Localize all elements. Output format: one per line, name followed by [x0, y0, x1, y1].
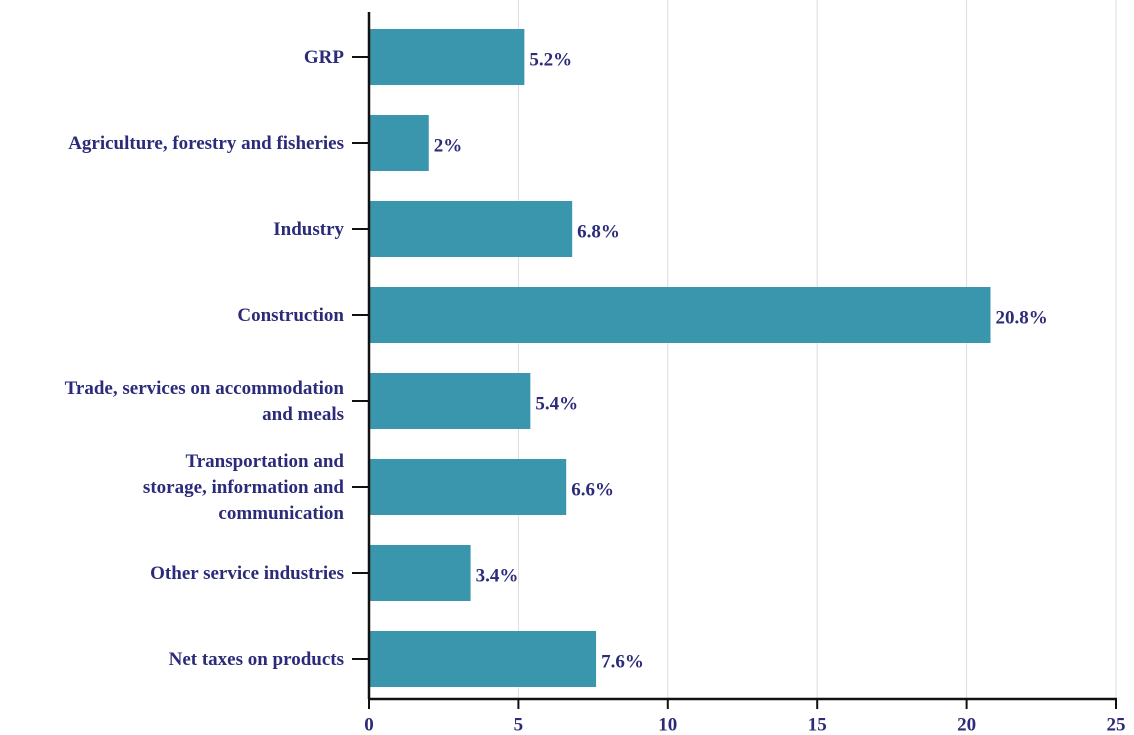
bar-4	[369, 373, 531, 429]
bar-layer	[369, 29, 991, 687]
x-tick-label-5: 5	[514, 715, 524, 735]
grid-layer	[517, 0, 1117, 699]
value-label-3: 20.8%	[996, 308, 1048, 329]
category-label-1: Agriculture, forestry and fisheries	[68, 133, 344, 154]
value-label-0: 5.2%	[529, 50, 572, 71]
value-label-6: 3.4%	[476, 566, 519, 587]
category-label-6: Other service industries	[150, 563, 344, 584]
bar-2	[369, 201, 573, 257]
bar-3	[369, 287, 991, 343]
value-label-7: 7.6%	[601, 652, 644, 673]
x-tick-label-20: 20	[957, 715, 976, 735]
value-label-1: 2%	[434, 136, 463, 157]
bar-1	[369, 115, 429, 171]
axis-layer	[352, 12, 1117, 709]
x-tick-label-25: 25	[1107, 715, 1126, 735]
x-tick-label-15: 15	[808, 715, 827, 735]
category-label-3: Construction	[237, 305, 344, 326]
bar-6	[369, 545, 471, 601]
category-label-5: Transportation and storage, information a…	[143, 451, 345, 524]
category-label-7: Net taxes on products	[169, 649, 344, 670]
x-tick-label-0: 0	[364, 715, 374, 735]
bar-0	[369, 29, 525, 85]
category-label-2: Industry	[273, 219, 344, 240]
category-label-4: Trade, services on accommodation and meal…	[65, 378, 345, 425]
label-layer: GRP 5.2% Agriculture, forestry and fisheri…	[65, 47, 1126, 735]
value-label-4: 5.4%	[535, 394, 578, 415]
bar-5	[369, 459, 567, 515]
category-label-0: GRP	[304, 47, 345, 68]
x-tick-label-10: 10	[658, 715, 677, 735]
value-label-2: 6.8%	[577, 222, 620, 243]
bar-7	[369, 631, 597, 687]
value-label-5: 6.6%	[571, 480, 614, 501]
